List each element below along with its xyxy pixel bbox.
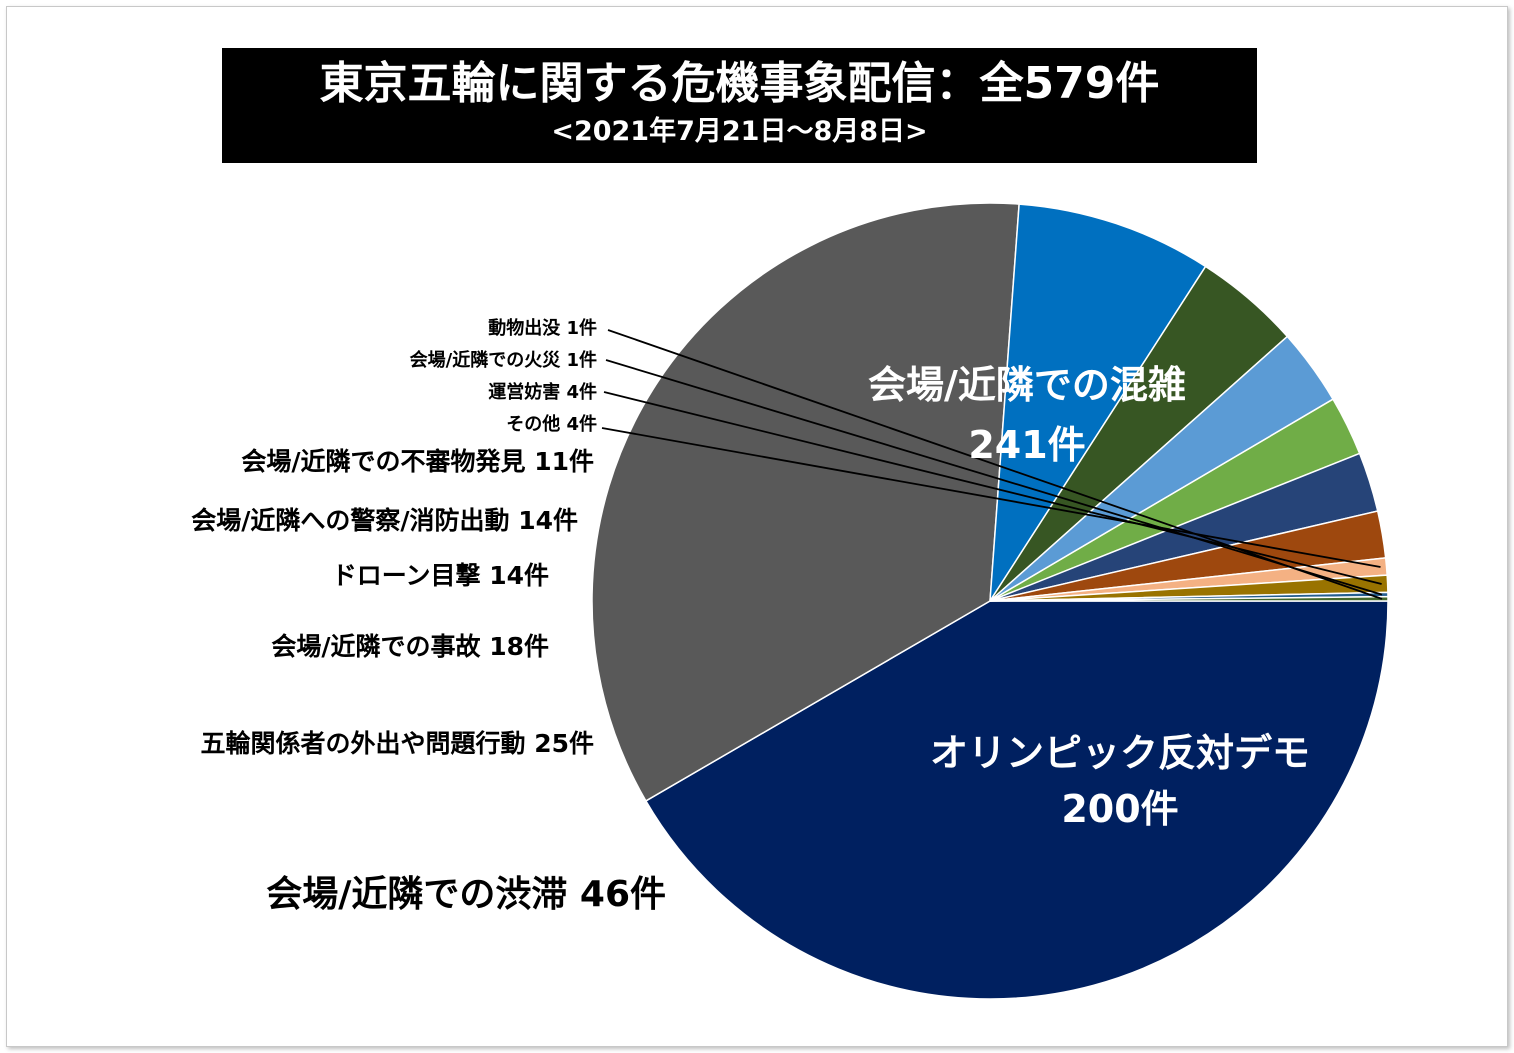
- slice-label-2: 会場/近隣での渋滞 46件: [266, 874, 666, 915]
- slice-label-3: 五輪関係者の外出や問題行動 25件: [201, 729, 595, 758]
- leader-line-11: [607, 329, 1383, 600]
- slice-label-4: 会場/近隣での事故 18件: [271, 632, 549, 661]
- slice-label-11: 動物出没 1件: [488, 317, 597, 339]
- chart-title: 東京五輪に関する危機事象配信：全579件: [319, 58, 1160, 109]
- chart-subtitle: <2021年7月21日～8月8日>: [551, 116, 928, 147]
- leader-lines: [601, 329, 1383, 600]
- slice-label-9: 運営妨害 4件: [488, 381, 597, 403]
- slice-label-6: 会場/近隣への警察/消防出動 14件: [191, 506, 578, 535]
- title-box: 東京五輪に関する危機事象配信：全579件 <2021年7月21日～8月8日>: [222, 48, 1257, 163]
- slice-label-5: ドローン目撃 14件: [332, 561, 549, 590]
- pie-slice-1: [591, 202, 1020, 802]
- slice-label-1: オリンピック反対デモ: [930, 731, 1310, 775]
- leader-line-8: [601, 427, 1381, 568]
- slice-label-0: 会場/近隣での混雑: [868, 363, 1186, 407]
- pie-slice-0: [644, 600, 1389, 1000]
- slice-label-8: その他 4件: [506, 413, 597, 435]
- pie-slice-11: [989, 595, 1389, 602]
- slice-label-10: 会場/近隣での火災 1件: [410, 349, 597, 371]
- pie-slice-2: [989, 203, 1207, 602]
- pie-slices: [591, 202, 1389, 1000]
- leader-line-9: [603, 391, 1382, 585]
- slice-label-7: 会場/近隣での不審物発見 11件: [241, 447, 594, 476]
- slice-count-0: 241件: [968, 423, 1085, 467]
- leader-line-10: [605, 359, 1383, 596]
- slice-count-1: 200件: [1061, 787, 1178, 831]
